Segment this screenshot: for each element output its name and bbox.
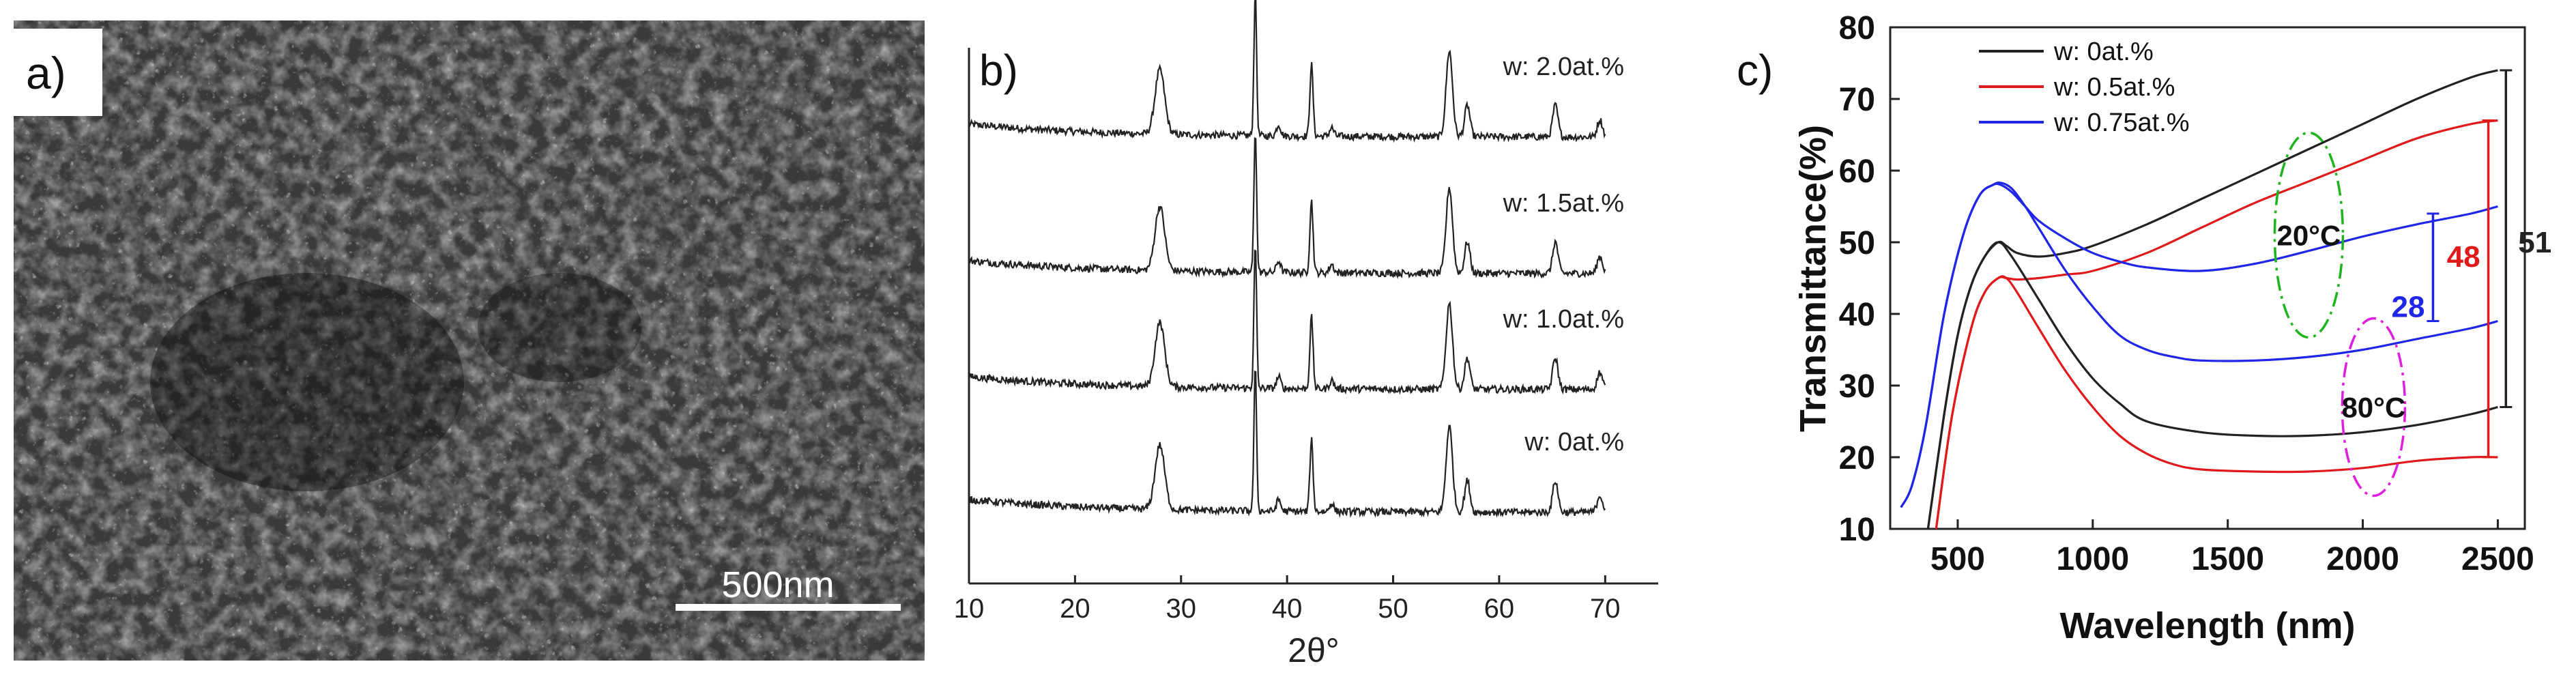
y-tick-label: 40 [1839, 297, 1875, 333]
xrd-x-tick-label: 20 [1060, 594, 1090, 624]
temperature-label: 80°C [2341, 392, 2405, 424]
transmittance-panel: c) 10 20 30 40 50 60 70 80 500 1000 1500 2000 2500 … [1685, 0, 2576, 679]
xrd-series-label: w: 2.0at.% [1503, 53, 1624, 81]
xrd-x-tick-label: 30 [1166, 594, 1197, 624]
x-axis-title: Wavelength (nm) [2059, 605, 2355, 646]
temperature-marker-20c [2273, 131, 2345, 339]
legend: w: 0at.% w: 0.5at.% w: 0.75at.% [1979, 38, 2190, 137]
x-tick-label: 1500 [2191, 541, 2264, 577]
panel-label-c: c) [1737, 46, 1773, 95]
temperature-label: 20°C [2276, 220, 2341, 252]
xrd-x-tick-label: 40 [1272, 594, 1303, 624]
xrd-x-tick-label: 50 [1378, 594, 1408, 624]
sem-panel: a) 500nm [0, 0, 935, 679]
series-line [1935, 119, 2498, 530]
sem-dark-region [150, 273, 464, 491]
series-group [1900, 69, 2498, 530]
scale-bar [676, 604, 901, 611]
sem-grains [14, 20, 925, 661]
delta-value-label: 51 [2518, 226, 2551, 259]
delta-value-label: 28 [2391, 291, 2425, 324]
x-tick-label: 1000 [2056, 541, 2129, 577]
annotations-group: 20°C 80°C 28 48 51 [2273, 69, 2551, 497]
series-line [1900, 181, 2498, 508]
xrd-series-label: w: 1.5at.% [1503, 189, 1624, 218]
y-tick-label: 70 [1839, 82, 1875, 118]
y-tick-label: 50 [1839, 225, 1875, 261]
xrd-series-labels: w: 2.0at.% w: 1.5at.% w: 1.0at.% w: 0at.% [1503, 53, 1624, 457]
xrd-chart: b) 10 20 30 40 50 60 70 w: 2.0at.%w: 1.5at.%w:… [954, 0, 1658, 669]
xrd-x-tick-label: 10 [954, 594, 985, 624]
y-ticks: 10 20 30 40 50 60 70 80 [1839, 10, 1900, 548]
xrd-pattern-line [968, 136, 1606, 279]
y-tick-label: 30 [1839, 369, 1875, 405]
series-line [1926, 241, 2498, 530]
sem-micrograph: a) 500nm [14, 20, 925, 661]
xrd-pattern-line [968, 371, 1606, 518]
series-line [1935, 275, 2498, 530]
x-tick-label: 500 [1930, 541, 1985, 577]
panel-label-box [14, 29, 102, 116]
sem-dark-region [478, 273, 641, 382]
series-line [1900, 182, 2498, 508]
legend-label: w: 0.75at.% [2053, 109, 2190, 137]
x-tick-label: 2500 [2461, 541, 2534, 577]
xrd-x-tick-label: 60 [1484, 594, 1515, 624]
y-tick-label: 10 [1839, 512, 1875, 548]
y-axis-title: Transmittance(%) [1793, 125, 1834, 432]
panel-label-a: a) [26, 48, 66, 98]
legend-label: w: 0at.% [2053, 38, 2154, 66]
xrd-pattern-line [968, 249, 1606, 395]
legend-label: w: 0.5at.% [2053, 73, 2175, 102]
temperature-marker-80c [2341, 317, 2407, 497]
xrd-pattern-line [968, 0, 1606, 143]
y-tick-label: 20 [1839, 440, 1875, 476]
x-ticks: 500 1000 1500 2000 2500 [1930, 519, 2534, 577]
panel-label-b: b) [979, 46, 1018, 95]
xrd-x-ticks: 10 20 30 40 50 60 70 [954, 575, 1621, 624]
xrd-x-axis-title: 2θ° [1288, 631, 1340, 669]
y-tick-label: 80 [1839, 10, 1875, 46]
xrd-panel: b) 10 20 30 40 50 60 70 w: 2.0at.% w: 1.5at.% w:… [935, 0, 1685, 679]
xrd-series-label: w: 1.0at.% [1503, 305, 1624, 334]
scale-bar-label: 500nm [721, 564, 834, 605]
y-tick-label: 60 [1839, 154, 1875, 190]
xrd-x-tick-label: 70 [1590, 594, 1621, 624]
xrd-series-label: w: 0at.% [1524, 428, 1624, 457]
xrd-series-group [968, 0, 1606, 518]
x-tick-label: 2000 [2326, 541, 2399, 577]
delta-value-label: 48 [2447, 240, 2480, 274]
plot-frame [1889, 26, 2526, 530]
